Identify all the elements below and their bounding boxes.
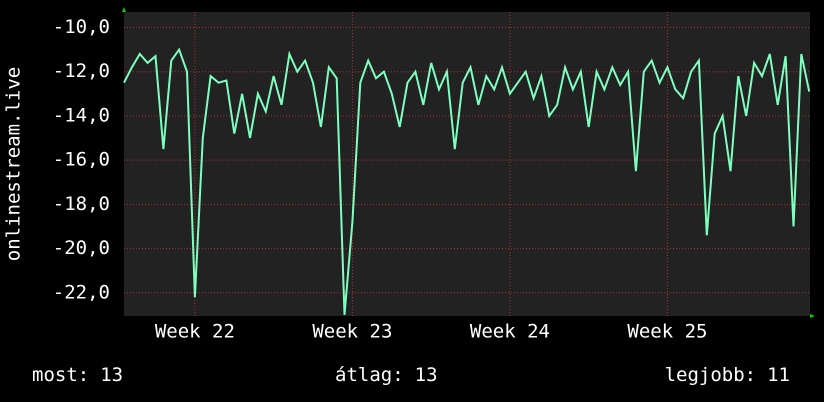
- y-tick-label: -20,0: [53, 237, 110, 259]
- y-axis-label: onlinestream.live: [3, 67, 25, 261]
- y-tick-label: -16,0: [53, 149, 110, 171]
- stat-label: legjobb:: [665, 364, 757, 386]
- stat: most: 13: [32, 364, 123, 386]
- y-tick-label: -14,0: [53, 104, 110, 126]
- x-tick-label: Week 23: [312, 321, 392, 343]
- stat-value: 13: [100, 364, 123, 386]
- x-tick-label: Week 24: [470, 321, 550, 343]
- y-tick-label: -22,0: [53, 281, 110, 303]
- stat: legjobb: 11: [665, 364, 790, 386]
- plot-area: [124, 12, 810, 316]
- x-tick-label: Week 25: [627, 321, 707, 343]
- stat-value: 11: [767, 364, 790, 386]
- axis-arrow: [810, 314, 815, 318]
- stat-value: 13: [415, 364, 438, 386]
- stat: átlag: 13: [335, 364, 438, 386]
- y-tick-label: -10,0: [53, 16, 110, 38]
- stat-label: átlag:: [335, 364, 404, 386]
- x-tick-label: Week 22: [155, 321, 235, 343]
- axis-arrow: [122, 7, 126, 12]
- stat-label: most:: [32, 364, 89, 386]
- y-tick-label: -18,0: [53, 193, 110, 215]
- y-tick-label: -12,0: [53, 60, 110, 82]
- series-line: [123, 47, 811, 315]
